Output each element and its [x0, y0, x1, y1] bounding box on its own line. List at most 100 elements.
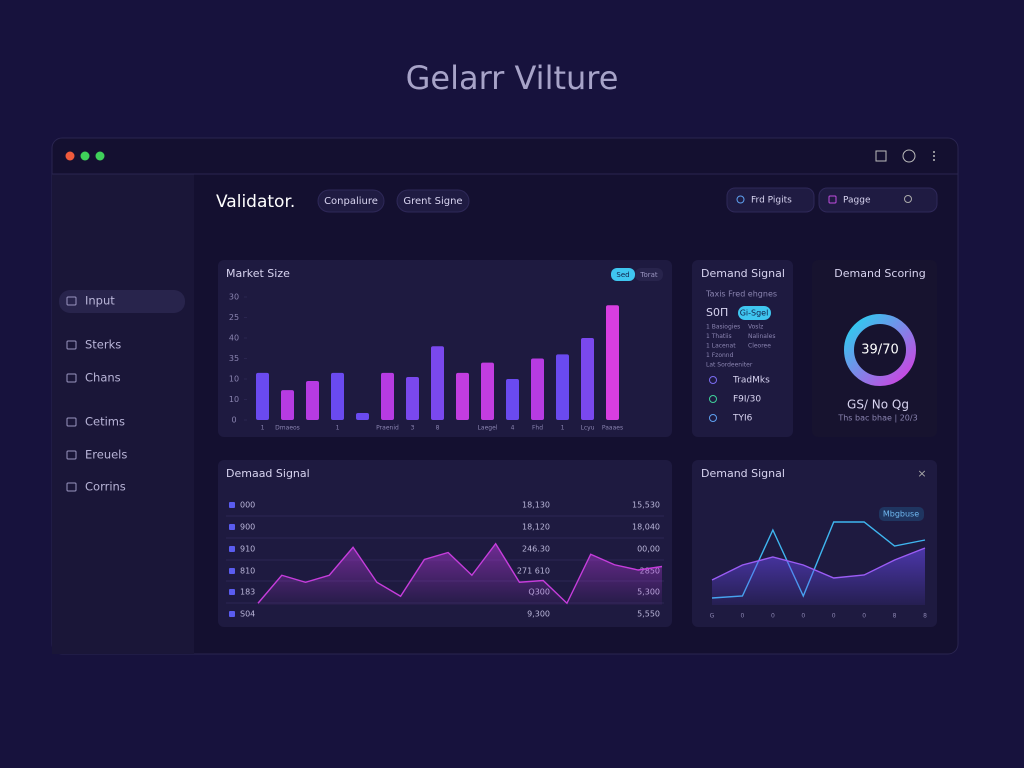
- cell: 183: [240, 588, 255, 597]
- bar: [281, 390, 294, 420]
- bar: [581, 338, 594, 420]
- x-tick-label: Paaaes: [602, 425, 623, 432]
- nav-item[interactable]: Input: [85, 294, 115, 308]
- search-box[interactable]: [818, 187, 938, 213]
- search-label[interactable]: Frd Pigits: [751, 196, 792, 206]
- score: 39/70: [861, 343, 898, 358]
- nav-active[interactable]: [59, 290, 185, 313]
- bar: [606, 305, 619, 420]
- row-icon: [229, 546, 235, 552]
- tab-label[interactable]: Grent Signe: [403, 196, 462, 207]
- cell: 5,550: [637, 610, 660, 619]
- brand: Validator.: [216, 192, 295, 212]
- card-title: Market Size: [226, 267, 290, 280]
- toggle-label[interactable]: Torat: [639, 271, 658, 279]
- icon[interactable]: [933, 155, 935, 157]
- y-tick-label: 30: [229, 293, 239, 302]
- nav-item[interactable]: Ereuels: [85, 448, 127, 462]
- y-tick-label: 0: [231, 416, 236, 425]
- y-tick-label: 40: [229, 334, 239, 343]
- card-title: Demand Signal: [701, 467, 785, 480]
- card-title: Demand Signal: [701, 267, 785, 280]
- x-tick-label: 8: [893, 613, 897, 620]
- x-tick-label: 0: [741, 613, 745, 620]
- nav-item[interactable]: Corrins: [85, 480, 126, 494]
- tab[interactable]: [396, 189, 470, 213]
- y-tick-label: 10: [229, 375, 239, 384]
- close-icon[interactable]: ×: [917, 467, 926, 480]
- window-dot[interactable]: [80, 151, 90, 161]
- score-label: GS/ No Qg: [847, 398, 909, 412]
- x-tick-label: 3: [411, 425, 415, 432]
- nav-item[interactable]: Chans: [85, 371, 121, 385]
- note: 1 Thatiis: [706, 333, 732, 340]
- cell: 271 610: [517, 567, 550, 576]
- nav-item[interactable]: Sterks: [85, 338, 121, 352]
- tab[interactable]: [317, 189, 385, 213]
- item[interactable]: TYI6: [732, 414, 753, 424]
- note: 1 Lacenat: [706, 343, 736, 350]
- x-tick-label: 1: [336, 425, 340, 432]
- x-tick-label: 0: [771, 613, 775, 620]
- sidebar: [52, 174, 194, 654]
- nav-icon: [66, 340, 77, 350]
- icon[interactable]: [875, 150, 887, 162]
- x-tick-label: 8: [436, 425, 440, 432]
- cell: 910: [240, 545, 255, 554]
- icon[interactable]: [902, 149, 916, 163]
- row-icon: [229, 568, 235, 574]
- row-icon: [229, 502, 235, 508]
- toggle[interactable]: [611, 268, 635, 281]
- value: S0П: [706, 306, 728, 319]
- window-dot[interactable]: [95, 151, 105, 161]
- x-tick-label: 1: [561, 425, 565, 432]
- cell: S04: [240, 610, 255, 619]
- row-icon: [229, 611, 235, 617]
- y-tick-label: 35: [229, 354, 239, 363]
- area-line: [257, 542, 663, 605]
- row-icon: [229, 524, 235, 530]
- bar: [431, 346, 444, 420]
- note: 1 Fzonnd: [706, 352, 734, 359]
- icon[interactable]: [933, 159, 935, 161]
- cell: 18,040: [632, 523, 660, 532]
- window-dot[interactable]: [65, 151, 75, 161]
- x-tick-label: 8: [923, 613, 927, 620]
- search-box[interactable]: [726, 187, 815, 213]
- card: [692, 260, 793, 437]
- tab-label[interactable]: Conpaliure: [324, 196, 378, 207]
- item-icon: [709, 395, 717, 403]
- cell: 18,120: [522, 523, 550, 532]
- card-title: Demaad Signal: [226, 467, 310, 480]
- note: Voslz: [748, 324, 763, 331]
- line: [711, 547, 926, 581]
- toggle-label[interactable]: Sed: [616, 271, 629, 279]
- y-tick-label: 25: [229, 313, 239, 322]
- bar: [531, 358, 544, 420]
- cell: 810: [240, 567, 255, 576]
- bar: [331, 372, 344, 420]
- bar: [381, 372, 394, 420]
- area: [258, 543, 662, 605]
- item[interactable]: F9I/30: [733, 395, 761, 405]
- search-icon[interactable]: [904, 195, 912, 203]
- card-title: Demand Scoring: [834, 267, 925, 280]
- icon[interactable]: [933, 151, 935, 153]
- x-tick-label: 1: [261, 425, 265, 432]
- note: 1 Basiogies: [706, 324, 740, 331]
- cell: 18,130: [522, 501, 550, 510]
- x-tick-label: 4: [511, 425, 515, 432]
- x-tick-label: 0: [832, 613, 836, 620]
- search-label[interactable]: Pagge: [843, 196, 871, 206]
- bar: [356, 413, 369, 420]
- toggle[interactable]: [635, 268, 663, 281]
- nav-icon: [66, 482, 77, 492]
- nav-item[interactable]: Cetims: [85, 415, 125, 429]
- nav-icon: [66, 373, 77, 383]
- subtitle: Taxis Fred ehgnes: [705, 290, 777, 299]
- cell: 00,00: [637, 545, 660, 554]
- nav-icon: [66, 417, 77, 427]
- item[interactable]: TradMks: [732, 376, 770, 386]
